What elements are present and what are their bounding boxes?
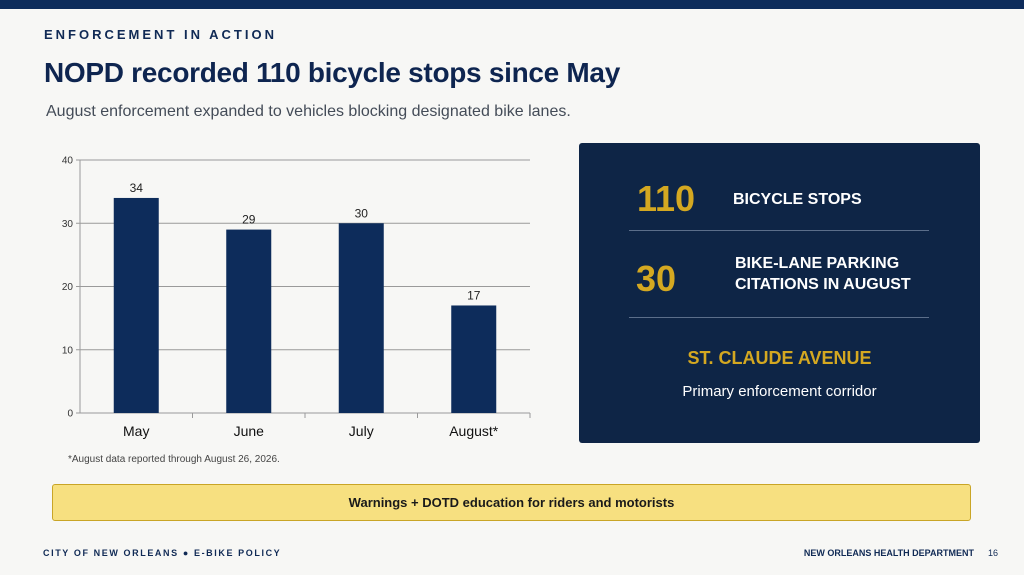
y-tick-label: 40 <box>62 156 74 167</box>
y-tick-label: 20 <box>62 282 74 293</box>
panel-divider <box>629 230 929 231</box>
bicycle-stops-bar-chart: 0 10 20 30 40 34 May 29 June 30 July 17 August* <box>62 156 531 439</box>
bicycle-stops-label: BICYCLE STOPS <box>733 191 862 208</box>
bar <box>451 305 497 413</box>
x-tick-label: August* <box>449 423 499 439</box>
chart-footnote: *August data reported through August 26,… <box>68 454 280 465</box>
y-tick-label: 30 <box>62 219 74 230</box>
citations-label-line2: CITATIONS IN AUGUST <box>735 276 911 293</box>
y-tick-label: 0 <box>67 409 73 420</box>
citations-label: BIKE-LANE PARKING CITATIONS IN AUGUST <box>735 253 911 295</box>
bar <box>113 197 159 413</box>
page-subtitle: August enforcement expanded to vehicles … <box>46 103 571 120</box>
corridor-title: ST. CLAUDE AVENUE <box>687 348 872 368</box>
panel-divider <box>629 317 929 318</box>
section-kicker: ENFORCEMENT IN ACTION <box>44 27 277 42</box>
citations-value: 30 <box>636 258 677 299</box>
education-banner: Warnings + DOTD education for riders and… <box>52 484 971 521</box>
y-tick-label: 10 <box>62 345 74 356</box>
citations-label-line1: BIKE-LANE PARKING <box>735 255 900 272</box>
page-number: 16 <box>987 548 998 558</box>
x-tick-label: May <box>123 423 149 439</box>
stats-panel: 110 BICYCLE STOPS 30 BIKE-LANE PARKING C… <box>579 143 980 443</box>
bar <box>338 223 384 413</box>
x-tick-label: June <box>234 423 265 439</box>
data-label: 30 <box>355 206 369 220</box>
page-title: NOPD recorded 110 bicycle stops since Ma… <box>44 57 620 88</box>
corridor-subtitle: Primary enforcement corridor <box>682 383 877 400</box>
data-label: 17 <box>467 288 481 302</box>
data-label: 29 <box>242 213 256 227</box>
footer-left: CITY OF NEW ORLEANS ● E-BIKE POLICY <box>43 548 282 558</box>
bicycle-stops-value: 110 <box>637 178 696 219</box>
top-accent-bar <box>0 0 1024 9</box>
footer-department: NEW ORLEANS HEALTH DEPARTMENT <box>803 548 974 558</box>
data-label: 34 <box>130 181 144 195</box>
x-tick-label: July <box>349 423 374 439</box>
bar <box>226 229 272 413</box>
